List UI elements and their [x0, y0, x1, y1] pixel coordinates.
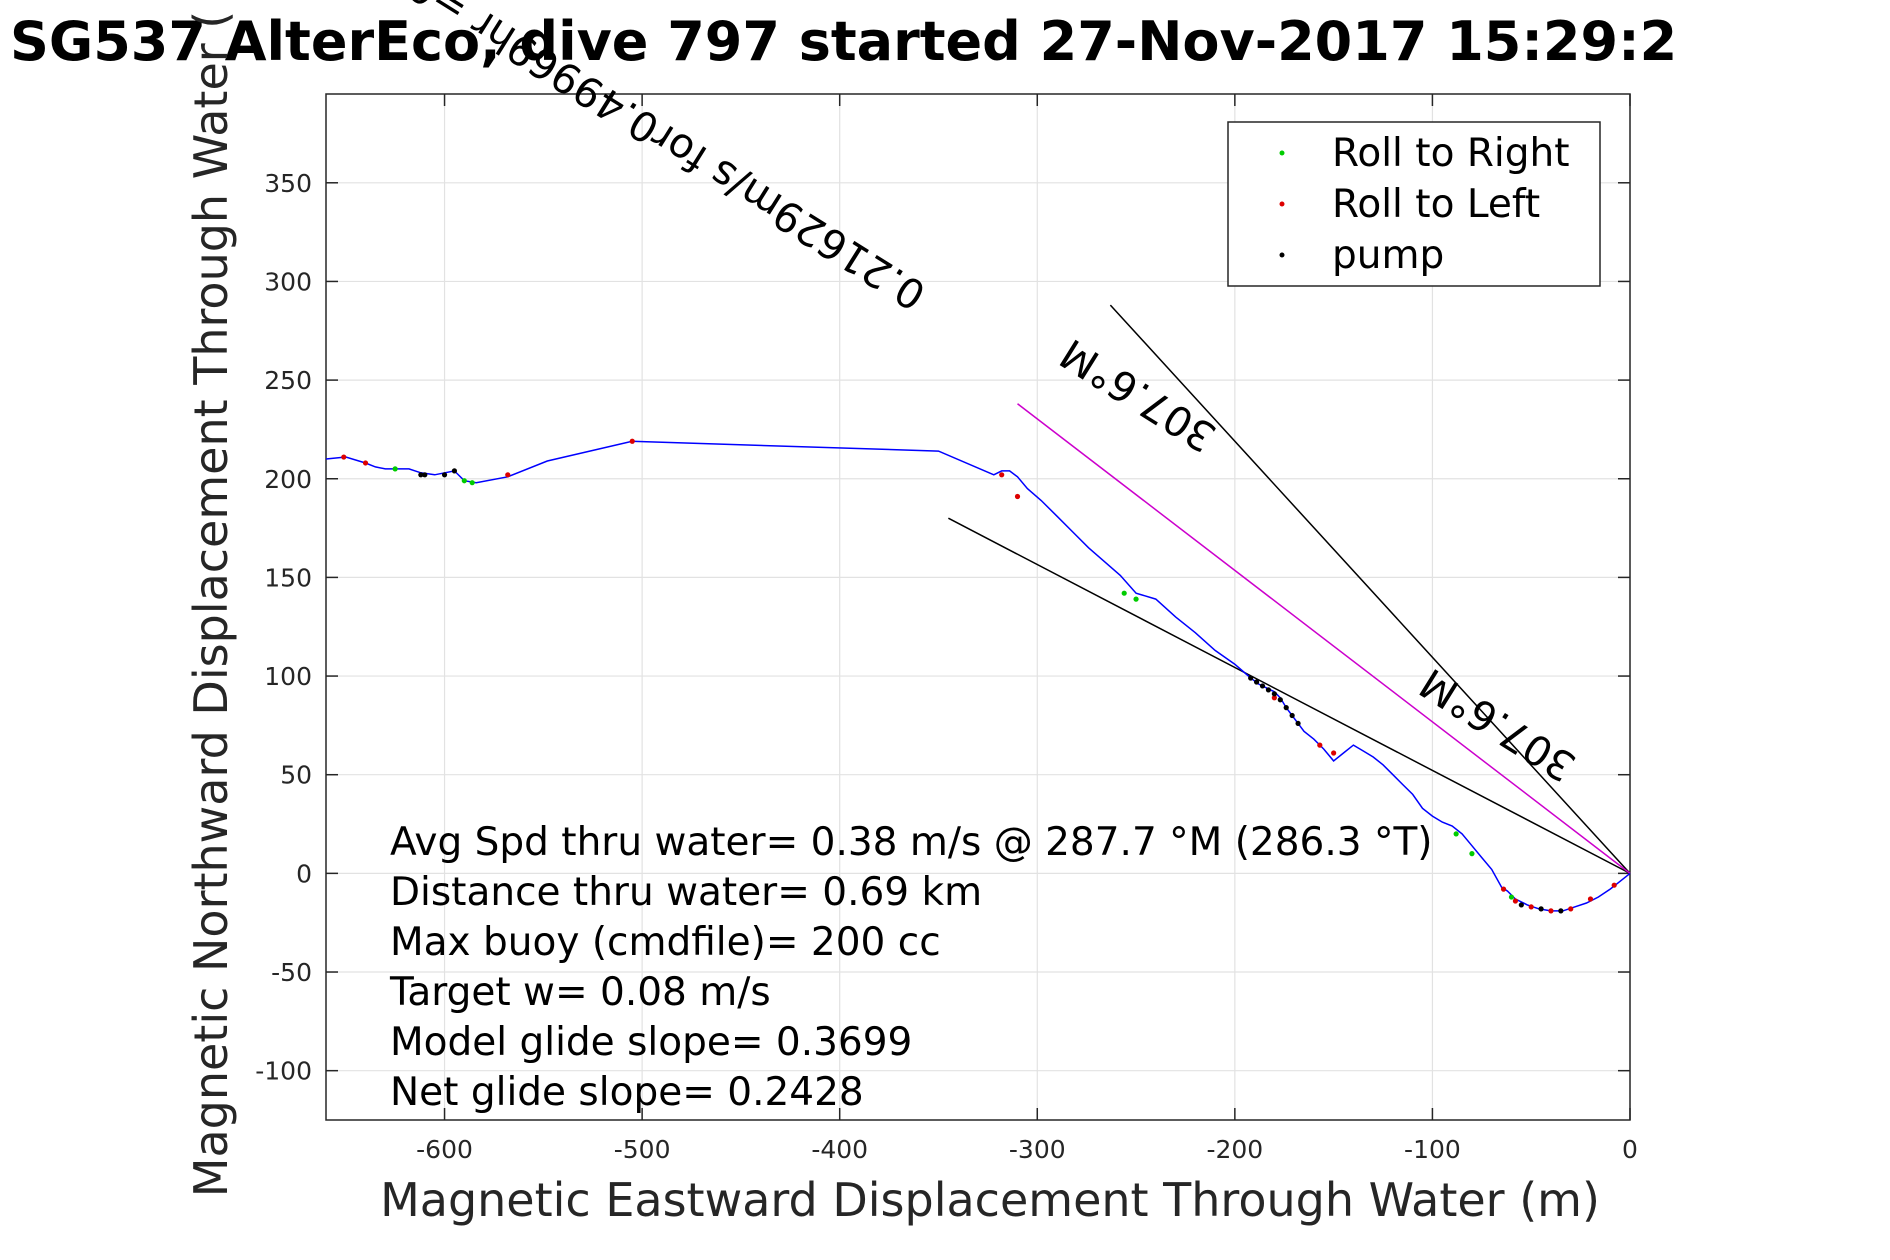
roll-right-point [392, 466, 398, 472]
x-tick-label: -300 [1009, 1135, 1066, 1164]
roll-left-point [999, 472, 1005, 478]
y-tick-label: 150 [264, 563, 312, 592]
legend-box [1227, 121, 1601, 287]
roll-left-point [341, 454, 347, 460]
x-tick-label: 0 [1622, 1135, 1638, 1164]
roll-left-point [505, 472, 511, 478]
pump-point [1289, 712, 1295, 719]
annotation-max-buoy: Max buoy (cmdfile)= 200 cc [390, 920, 941, 965]
roll-left-point [1528, 904, 1534, 910]
y-tick-label: 0 [296, 859, 312, 888]
pump-point [418, 472, 424, 478]
y-tick-label: -100 [255, 1057, 312, 1086]
pump-point [422, 472, 428, 478]
annotation-net-glide: Net glide slope= 0.2428 [390, 1070, 864, 1115]
roll-right-point [1121, 590, 1127, 596]
annotation-avg-speed: Avg Spd thru water= 0.38 m/s @ 287.7 °M … [390, 820, 1433, 865]
net-glide-line [948, 517, 1631, 875]
magenta-heading-line [1017, 403, 1631, 874]
y-tick-label: 350 [264, 169, 312, 198]
legend-label-roll-left: Roll to Left [1332, 182, 1540, 227]
y-tick-label: 200 [264, 465, 312, 494]
y-tick-label: 100 [264, 662, 312, 691]
roll-left-point [362, 460, 369, 466]
y-tick-label: -50 [271, 958, 312, 987]
roll-left-point [1611, 882, 1617, 888]
pump-point [1558, 908, 1564, 914]
roll-left-point [1014, 493, 1021, 500]
axis-ticks: -600 -500 -400 -300 -200 -100 0-100-5005010015… [255, 94, 1638, 1164]
y-axis-label: Magnetic Northward Displacement Through … [184, 11, 238, 1197]
pump-point [1295, 720, 1301, 727]
legend-marker-roll-right [1279, 150, 1285, 156]
roll-left-point [1568, 906, 1574, 912]
chart-title: SG537 AlterEco, dive 797 started 27-Nov-… [10, 10, 1677, 73]
annotation-target-w: Target w= 0.08 m/s [389, 970, 771, 1015]
pump-point [1259, 683, 1266, 689]
roll-right-point [1453, 831, 1459, 837]
y-tick-label: 250 [264, 366, 312, 395]
x-tick-label: -600 [416, 1135, 473, 1164]
pump-point [1277, 697, 1283, 703]
roll-left-point [1271, 695, 1277, 701]
average-heading-line [1109, 304, 1631, 874]
roll-left-point [1587, 896, 1594, 902]
y-tick-label: 50 [280, 761, 312, 790]
annotation-block: Avg Spd thru water= 0.38 m/s @ 287.7 °M … [389, 820, 1433, 1115]
legend-marker-pump [1279, 252, 1285, 258]
x-axis-label: Magnetic Eastward Displacement Through W… [380, 1173, 1600, 1227]
pump-point [1518, 902, 1524, 908]
roll-right-point [1133, 596, 1139, 602]
reference-lines [948, 304, 1631, 875]
roll-left-point [1548, 908, 1554, 914]
pump-point [1538, 906, 1544, 912]
pump-point [1253, 679, 1260, 685]
legend-marker-roll-left [1279, 201, 1285, 207]
x-tick-label: -200 [1206, 1135, 1263, 1164]
y-tick-label: 300 [264, 267, 312, 296]
roll-left-point [629, 438, 635, 444]
pump-point [1248, 675, 1254, 681]
grid [326, 94, 1631, 1120]
plot-frame [325, 93, 1631, 1121]
roll-right-point [469, 480, 475, 486]
x-tick-label: -400 [811, 1135, 868, 1164]
roll-right-point [461, 478, 467, 484]
x-tick-label: -100 [1404, 1135, 1461, 1164]
roll-left-point [1500, 886, 1507, 892]
roll-right-point [1469, 851, 1475, 857]
annotation-distance: Distance thru water= 0.69 km [390, 870, 982, 915]
roll-left-point [1317, 742, 1323, 748]
pump-point [1271, 691, 1277, 697]
pump-point [441, 472, 448, 478]
legend-label-pump: pump [1332, 233, 1444, 278]
pump-point [451, 468, 458, 474]
legend-label-roll-right: Roll to Right [1332, 131, 1570, 176]
legend: Roll to Right Roll to Left pump [1227, 121, 1601, 287]
series-points [341, 438, 1617, 914]
roll-right-point [1508, 894, 1515, 900]
pump-point [1283, 705, 1289, 711]
roll-left-point [1512, 898, 1519, 904]
roll-left-point [1331, 750, 1337, 756]
x-tick-label: -500 [614, 1135, 671, 1164]
annotation-model-glide: Model glide slope= 0.3699 [390, 1020, 912, 1065]
pump-point [1265, 687, 1272, 693]
